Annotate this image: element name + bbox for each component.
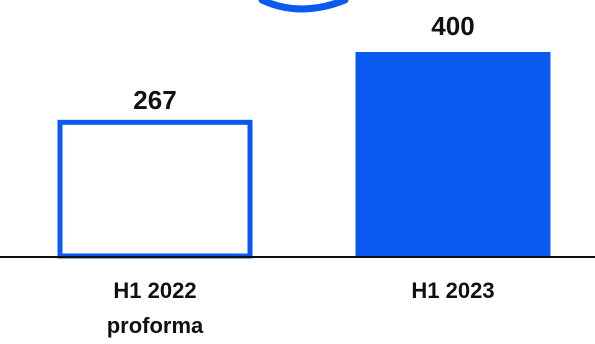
arc-decoration	[258, 0, 349, 13]
bar-h1-2022	[57, 119, 253, 259]
bar-h1-2023	[355, 52, 551, 256]
category-label-h1-2022: H1 2022	[113, 278, 196, 303]
value-label-h1-2023: 400	[431, 11, 474, 41]
category-sublabel-h1-2022: proforma	[107, 313, 204, 338]
category-label-h1-2023: H1 2023	[411, 278, 494, 303]
bars-group	[57, 52, 551, 259]
value-label-h1-2022: 267	[133, 85, 176, 115]
